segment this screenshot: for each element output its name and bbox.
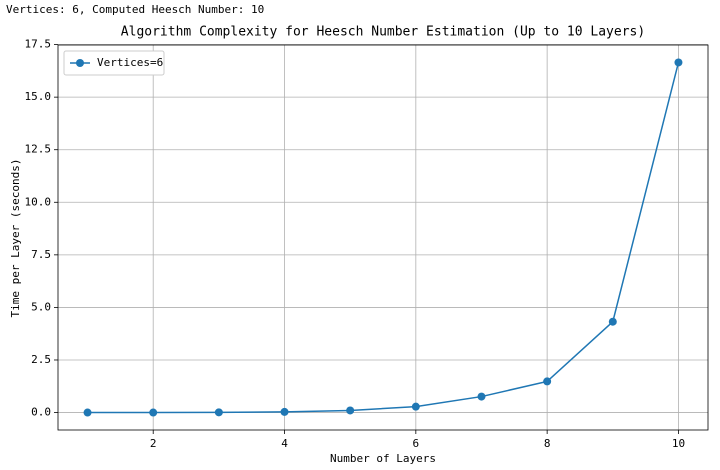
- y-tick-label: 10.0: [25, 195, 52, 208]
- plot-frame: [57, 44, 709, 431]
- y-tick-label: 2.5: [31, 353, 51, 366]
- series-line: [87, 62, 680, 414]
- y-tick-label: 15.0: [25, 90, 52, 103]
- legend-box: [63, 50, 165, 76]
- legend-label: Vertices=6: [97, 56, 163, 69]
- data-point: [411, 402, 420, 411]
- x-tick-label: 8: [544, 437, 551, 450]
- data-point: [346, 406, 355, 415]
- x-axis-label: Number of Layers: [330, 452, 436, 465]
- y-tick-label: 7.5: [31, 248, 51, 261]
- x-tick-label: 4: [281, 437, 288, 450]
- y-tick-label: 0.0: [31, 406, 51, 419]
- x-tick-label: 6: [413, 437, 420, 450]
- data-point: [280, 407, 289, 416]
- x-tick-label: 10: [672, 437, 685, 450]
- data-point: [83, 408, 92, 417]
- chart-title: Algorithm Complexity for Heesch Number E…: [121, 25, 645, 40]
- y-tick-label: 5.0: [31, 300, 51, 313]
- data-point: [608, 317, 617, 326]
- data-point: [674, 58, 683, 67]
- x-tick-label: 2: [150, 437, 157, 450]
- data-point: [214, 408, 223, 417]
- data-point: [477, 392, 486, 401]
- y-axis-label: Time per Layer (seconds): [9, 159, 22, 318]
- data-point: [149, 408, 158, 417]
- y-tick-label: 12.5: [25, 143, 52, 156]
- y-tick-label: 17.5: [25, 38, 52, 51]
- legend-marker: [76, 59, 84, 67]
- data-point: [543, 377, 552, 386]
- status-text: Vertices: 6, Computed Heesch Number: 10: [6, 3, 264, 16]
